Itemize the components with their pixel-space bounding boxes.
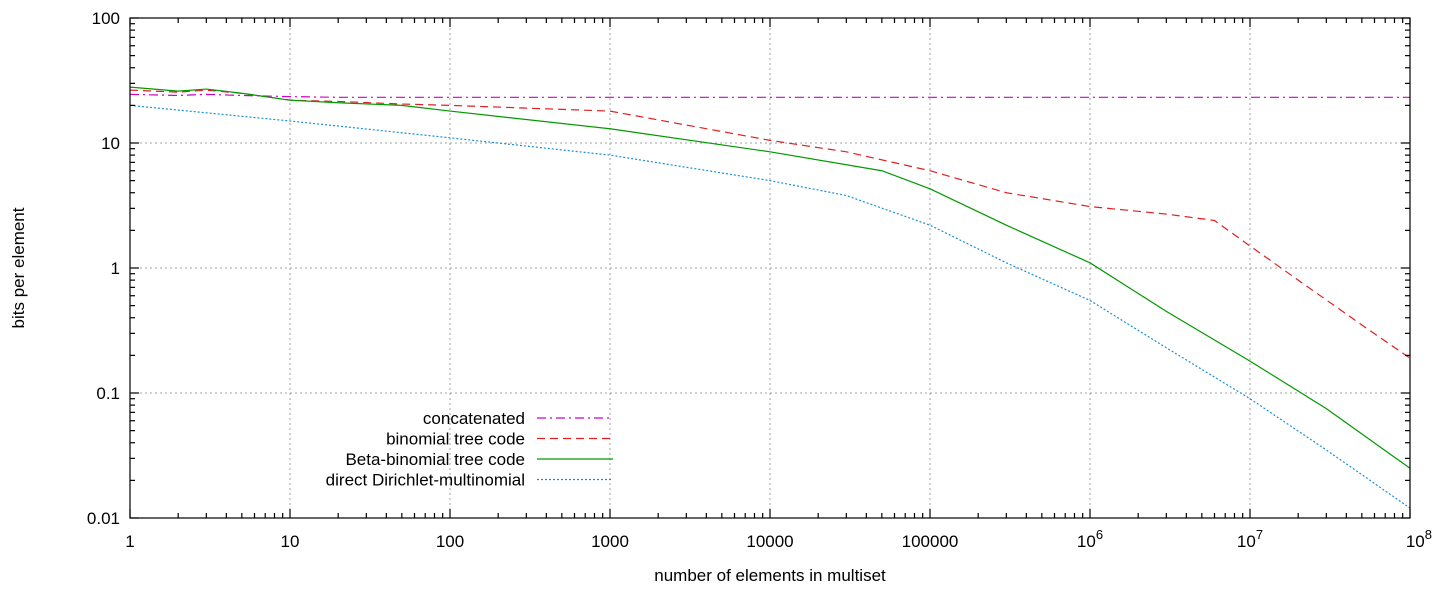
y-axis-title: bits per element <box>9 207 28 328</box>
series-lines <box>129 86 1411 509</box>
axis-ticks <box>129 17 1411 519</box>
y-tick-label: 1 <box>111 259 120 278</box>
series-line-0 <box>129 93 1410 98</box>
x-tick-label: 10000 <box>746 532 793 551</box>
x-axis-title: number of elements in multiset <box>654 566 886 585</box>
x-tick-label: 10 <box>281 532 300 551</box>
x-tick-labels: 1 10 100 1000 10000 100000 106 107 108 <box>125 527 1432 551</box>
x-tick-label: 107 <box>1237 527 1263 551</box>
x-tick-label: 1000 <box>591 532 629 551</box>
legend-label-0: concatenated <box>423 409 525 428</box>
y-tick-labels: 0.01 0.1 1 10 100 <box>87 9 120 528</box>
grid <box>130 18 1410 518</box>
legend-label-3: direct Dirichlet-multinomial <box>326 471 525 490</box>
series-line-2 <box>129 86 1411 469</box>
x-tick-label: 100000 <box>902 532 959 551</box>
legend: concatenated binomial tree codeBeta-binom… <box>326 409 613 490</box>
legend-label-2: Beta-binomial tree code <box>345 450 525 469</box>
series-line-3 <box>129 104 1411 509</box>
x-tick-label: 100 <box>436 532 464 551</box>
legend-label-1: binomial tree code <box>386 430 525 449</box>
y-tick-label: 0.01 <box>87 509 120 528</box>
x-tick-label: 1 <box>125 532 134 551</box>
x-tick-label: 106 <box>1077 527 1103 551</box>
y-tick-label: 100 <box>92 9 120 28</box>
y-tick-label: 0.1 <box>96 384 120 403</box>
y-tick-label: 10 <box>101 134 120 153</box>
x-tick-label: 108 <box>1406 527 1432 551</box>
